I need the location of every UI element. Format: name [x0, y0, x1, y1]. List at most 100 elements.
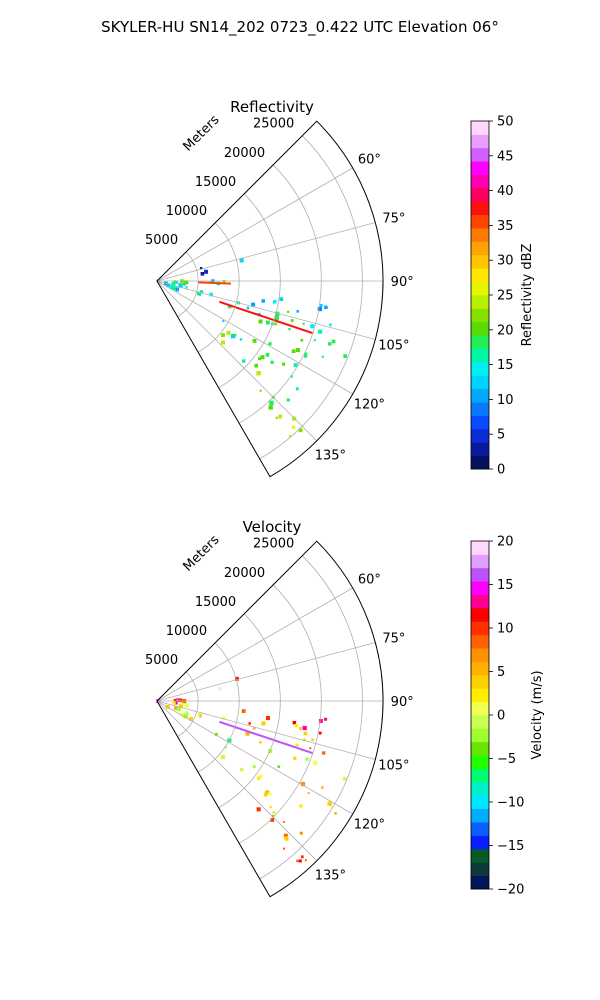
colorbar-tick-label: −20 — [497, 883, 524, 898]
echo-cell — [321, 355, 324, 358]
echo-cell — [241, 709, 246, 713]
radial-tick-label: 15000 — [195, 595, 236, 610]
echo-cell — [218, 687, 222, 691]
echo-cell — [269, 400, 274, 405]
colorbar-tick-label: 45 — [497, 149, 514, 164]
echo-cell — [313, 339, 316, 342]
echo-cell — [222, 319, 225, 322]
azimuth-tick-label: 120° — [354, 818, 385, 833]
echo-cell — [303, 731, 308, 736]
echo-cell — [330, 806, 333, 809]
echo-region — [282, 348, 308, 367]
azimuth-spoke — [156, 280, 376, 340]
sector-frame — [156, 540, 384, 898]
echo-cell — [233, 333, 237, 337]
echo-cell — [256, 807, 261, 812]
azimuth-spoke — [156, 700, 353, 815]
reflectivity-polar-plot: 5000 10000 15000 20000 25000 60° 75° 90° 105° 120… — [145, 112, 414, 478]
colorbar-swatch — [471, 741, 489, 756]
echo-cell — [259, 774, 263, 778]
colorbar-swatch — [471, 728, 489, 743]
radial-tick-label: 20000 — [224, 146, 265, 161]
echo-region — [274, 310, 332, 334]
echo-cell — [300, 781, 305, 787]
azimuth-tick-label: 105° — [378, 339, 409, 354]
radial-tick-label: 25000 — [253, 117, 294, 132]
echo-cell — [177, 707, 181, 712]
echo-cell — [282, 847, 285, 850]
echo-cell — [290, 319, 294, 322]
azimuth-spoke — [156, 642, 376, 702]
colorbar-swatch — [471, 161, 489, 175]
echo-cell — [304, 352, 308, 356]
echo-cell — [269, 806, 272, 809]
echo-cell — [324, 305, 328, 310]
echo-cell — [265, 716, 270, 721]
echo-cell — [283, 833, 288, 838]
echo-cell — [296, 859, 299, 862]
echo-cell — [173, 280, 177, 283]
echo-cell — [334, 812, 337, 815]
colorbar-tick-label: −15 — [497, 839, 524, 854]
echo-region — [259, 389, 303, 438]
velocity-polar-plot: 5000 10000 15000 20000 25000 60° 75° 90° 105° 120… — [145, 532, 414, 898]
echo-cell — [248, 722, 251, 725]
colorbar-tick-label: −10 — [497, 796, 524, 811]
colorbar-tick-label: 40 — [497, 184, 514, 199]
colorbar-swatch — [471, 254, 489, 269]
colorbar-swatch — [471, 862, 489, 877]
echo-cell — [343, 354, 347, 358]
range-ring — [197, 222, 240, 353]
echo-cell — [214, 733, 218, 736]
echo-cell — [277, 765, 280, 768]
echo-cell — [231, 334, 236, 339]
radial-tick-label: 25000 — [253, 537, 294, 552]
echo-cell — [258, 319, 263, 324]
echo-cell — [256, 776, 261, 780]
echo-region — [176, 697, 179, 700]
echo-cell — [263, 792, 268, 797]
echo-cell — [252, 727, 256, 730]
echo-region — [199, 267, 208, 276]
echo-cell — [239, 258, 244, 263]
echo-cell — [307, 792, 310, 795]
echo-cell — [295, 743, 299, 747]
colorbar-tick-label: 0 — [497, 463, 505, 478]
echo-cell — [224, 746, 227, 749]
azimuth-tick-label: 60° — [358, 572, 381, 587]
range-ring — [238, 584, 322, 844]
azimuth-spoke — [156, 700, 376, 760]
echo-cell — [288, 435, 291, 438]
echo-cell — [288, 328, 291, 331]
colorbar-swatch — [471, 281, 489, 296]
echo-cell — [279, 297, 284, 301]
azimuth-spoke — [156, 280, 353, 395]
echo-cell — [342, 776, 347, 781]
echo-cell — [292, 720, 297, 725]
echo-cell — [178, 698, 182, 703]
echo-region — [258, 319, 347, 358]
echo-cell — [246, 306, 250, 310]
range-ring — [218, 613, 281, 809]
reflectivity-colorbar-label: Reflectivity dBZ — [520, 244, 535, 347]
echo-region — [296, 855, 307, 863]
echo-cell — [171, 286, 175, 290]
echo-cell — [324, 717, 328, 721]
colorbar-tick-label: 30 — [497, 254, 514, 269]
colorbar-swatch — [471, 835, 489, 850]
echo-cell — [310, 324, 315, 329]
echo-cell — [275, 311, 280, 316]
range-ring — [238, 164, 322, 424]
echo-cell — [184, 711, 189, 716]
range-ring — [218, 193, 281, 389]
echo-cell — [178, 283, 183, 288]
echo-cell — [245, 731, 250, 736]
echo-cell — [226, 330, 231, 335]
colorbar-swatch — [471, 428, 489, 443]
colorbar-swatch — [471, 442, 489, 457]
echo-cell — [181, 702, 184, 705]
colorbar-swatch — [471, 875, 489, 890]
azimuth-tick-label: 105° — [378, 759, 409, 774]
echo-cell — [273, 299, 277, 304]
echo-cell — [185, 286, 188, 289]
